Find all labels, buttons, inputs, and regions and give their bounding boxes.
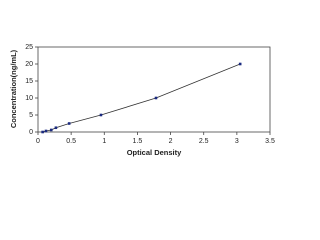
y-tick-label: 25: [25, 44, 33, 51]
x-tick-label: 0: [36, 138, 40, 145]
y-tick-label: 0: [29, 129, 33, 136]
data-point: [54, 126, 58, 130]
x-axis-title: Optical Density: [127, 148, 182, 157]
data-point: [44, 129, 48, 133]
data-point: [154, 96, 158, 100]
x-tick-label: 1.5: [133, 138, 143, 145]
x-tick-label: 3.5: [265, 138, 275, 145]
fit-line: [42, 63, 241, 133]
data-point: [41, 130, 44, 134]
x-tick-label: 2: [169, 138, 173, 145]
y-tick-label: 5: [29, 112, 33, 119]
data-point: [99, 113, 103, 117]
data-point: [49, 128, 53, 132]
x-tick-label: 2.5: [199, 138, 209, 145]
data-point: [238, 62, 242, 66]
x-tick-label: 3: [235, 138, 239, 145]
y-tick-label: 20: [25, 61, 33, 68]
x-tick-label: 1: [102, 138, 106, 145]
y-tick-label: 15: [25, 78, 33, 85]
y-axis-title: Concentration(ng/mL): [9, 49, 18, 128]
chart: Optical Density Concentration(ng/mL) 0 5 1…: [9, 44, 275, 157]
y-tick-label: 10: [25, 95, 33, 102]
plot-frame: [37, 46, 271, 133]
data-point: [67, 122, 71, 125]
page: Optical Density Concentration(ng/mL) 0 5 1…: [8, 43, 275, 157]
x-tick-label: 0.5: [66, 138, 76, 145]
